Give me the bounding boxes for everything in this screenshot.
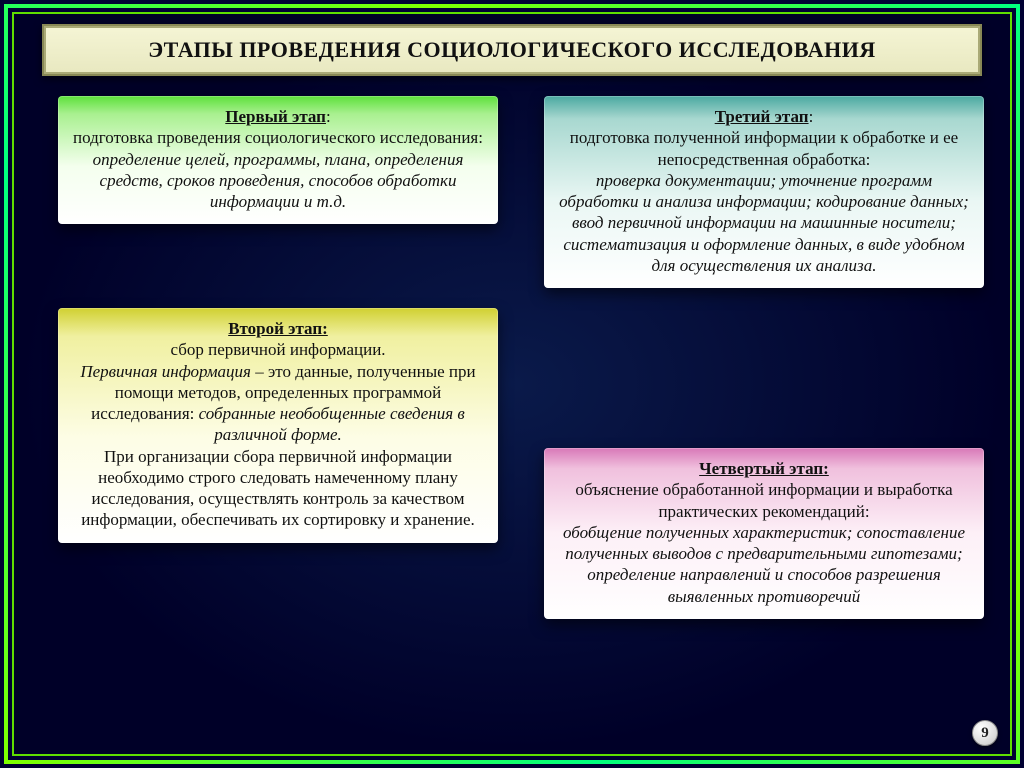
card3-lead: подготовка полученной информации к обраб… — [570, 128, 958, 168]
card1-header: Первый этап — [225, 107, 326, 126]
outer-frame: ЭТАПЫ ПРОВЕДЕНИЯ СОЦИОЛОГИЧЕСКОГО ИССЛЕД… — [4, 4, 1020, 764]
card-stage-1: Первый этап: подготовка проведения социо… — [58, 96, 498, 224]
card3-detail: проверка документации; уточнение програм… — [559, 171, 969, 275]
page-number-badge: 9 — [972, 720, 998, 746]
card2-lead1: сбор первичной информации. — [170, 340, 385, 359]
page-number: 9 — [981, 725, 989, 742]
card1-lead: подготовка проведения социологического и… — [73, 128, 483, 147]
card-stage-3: Третий этап: подготовка полученной инфор… — [544, 96, 984, 288]
card4-header: Четвертый этап: — [699, 459, 829, 478]
card2-header: Второй этап: — [228, 319, 328, 338]
card4-detail: обобщение полученных характеристик; сопо… — [563, 523, 965, 606]
card4-text: Четвертый этап: объяснение обработанной … — [558, 458, 970, 607]
card3-text: Третий этап: подготовка полученной инфор… — [558, 106, 970, 276]
card2-term: Первичная информация — [80, 362, 251, 381]
card3-header: Третий этап — [715, 107, 809, 126]
card1-detail: определение целей, программы, плана, опр… — [93, 150, 464, 212]
card-stage-2: Второй этап: сбор первичной информации. … — [58, 308, 498, 543]
card2-text: Второй этап: сбор первичной информации. … — [72, 318, 484, 531]
inner-frame: ЭТАПЫ ПРОВЕДЕНИЯ СОЦИОЛОГИЧЕСКОГО ИССЛЕД… — [12, 12, 1012, 756]
card2-para2: При организации сбора первичной информац… — [81, 447, 475, 530]
card2-def1-italic: собранные необобщенные сведения в различ… — [199, 404, 465, 444]
card1-text: Первый этап: подготовка проведения социо… — [72, 106, 484, 212]
card4-lead: объяснение обработанной информации и выр… — [575, 480, 952, 520]
title-bar: ЭТАПЫ ПРОВЕДЕНИЯ СОЦИОЛОГИЧЕСКОГО ИССЛЕД… — [42, 24, 982, 76]
card-stage-4: Четвертый этап: объяснение обработанной … — [544, 448, 984, 619]
page-title: ЭТАПЫ ПРОВЕДЕНИЯ СОЦИОЛОГИЧЕСКОГО ИССЛЕД… — [148, 37, 875, 63]
